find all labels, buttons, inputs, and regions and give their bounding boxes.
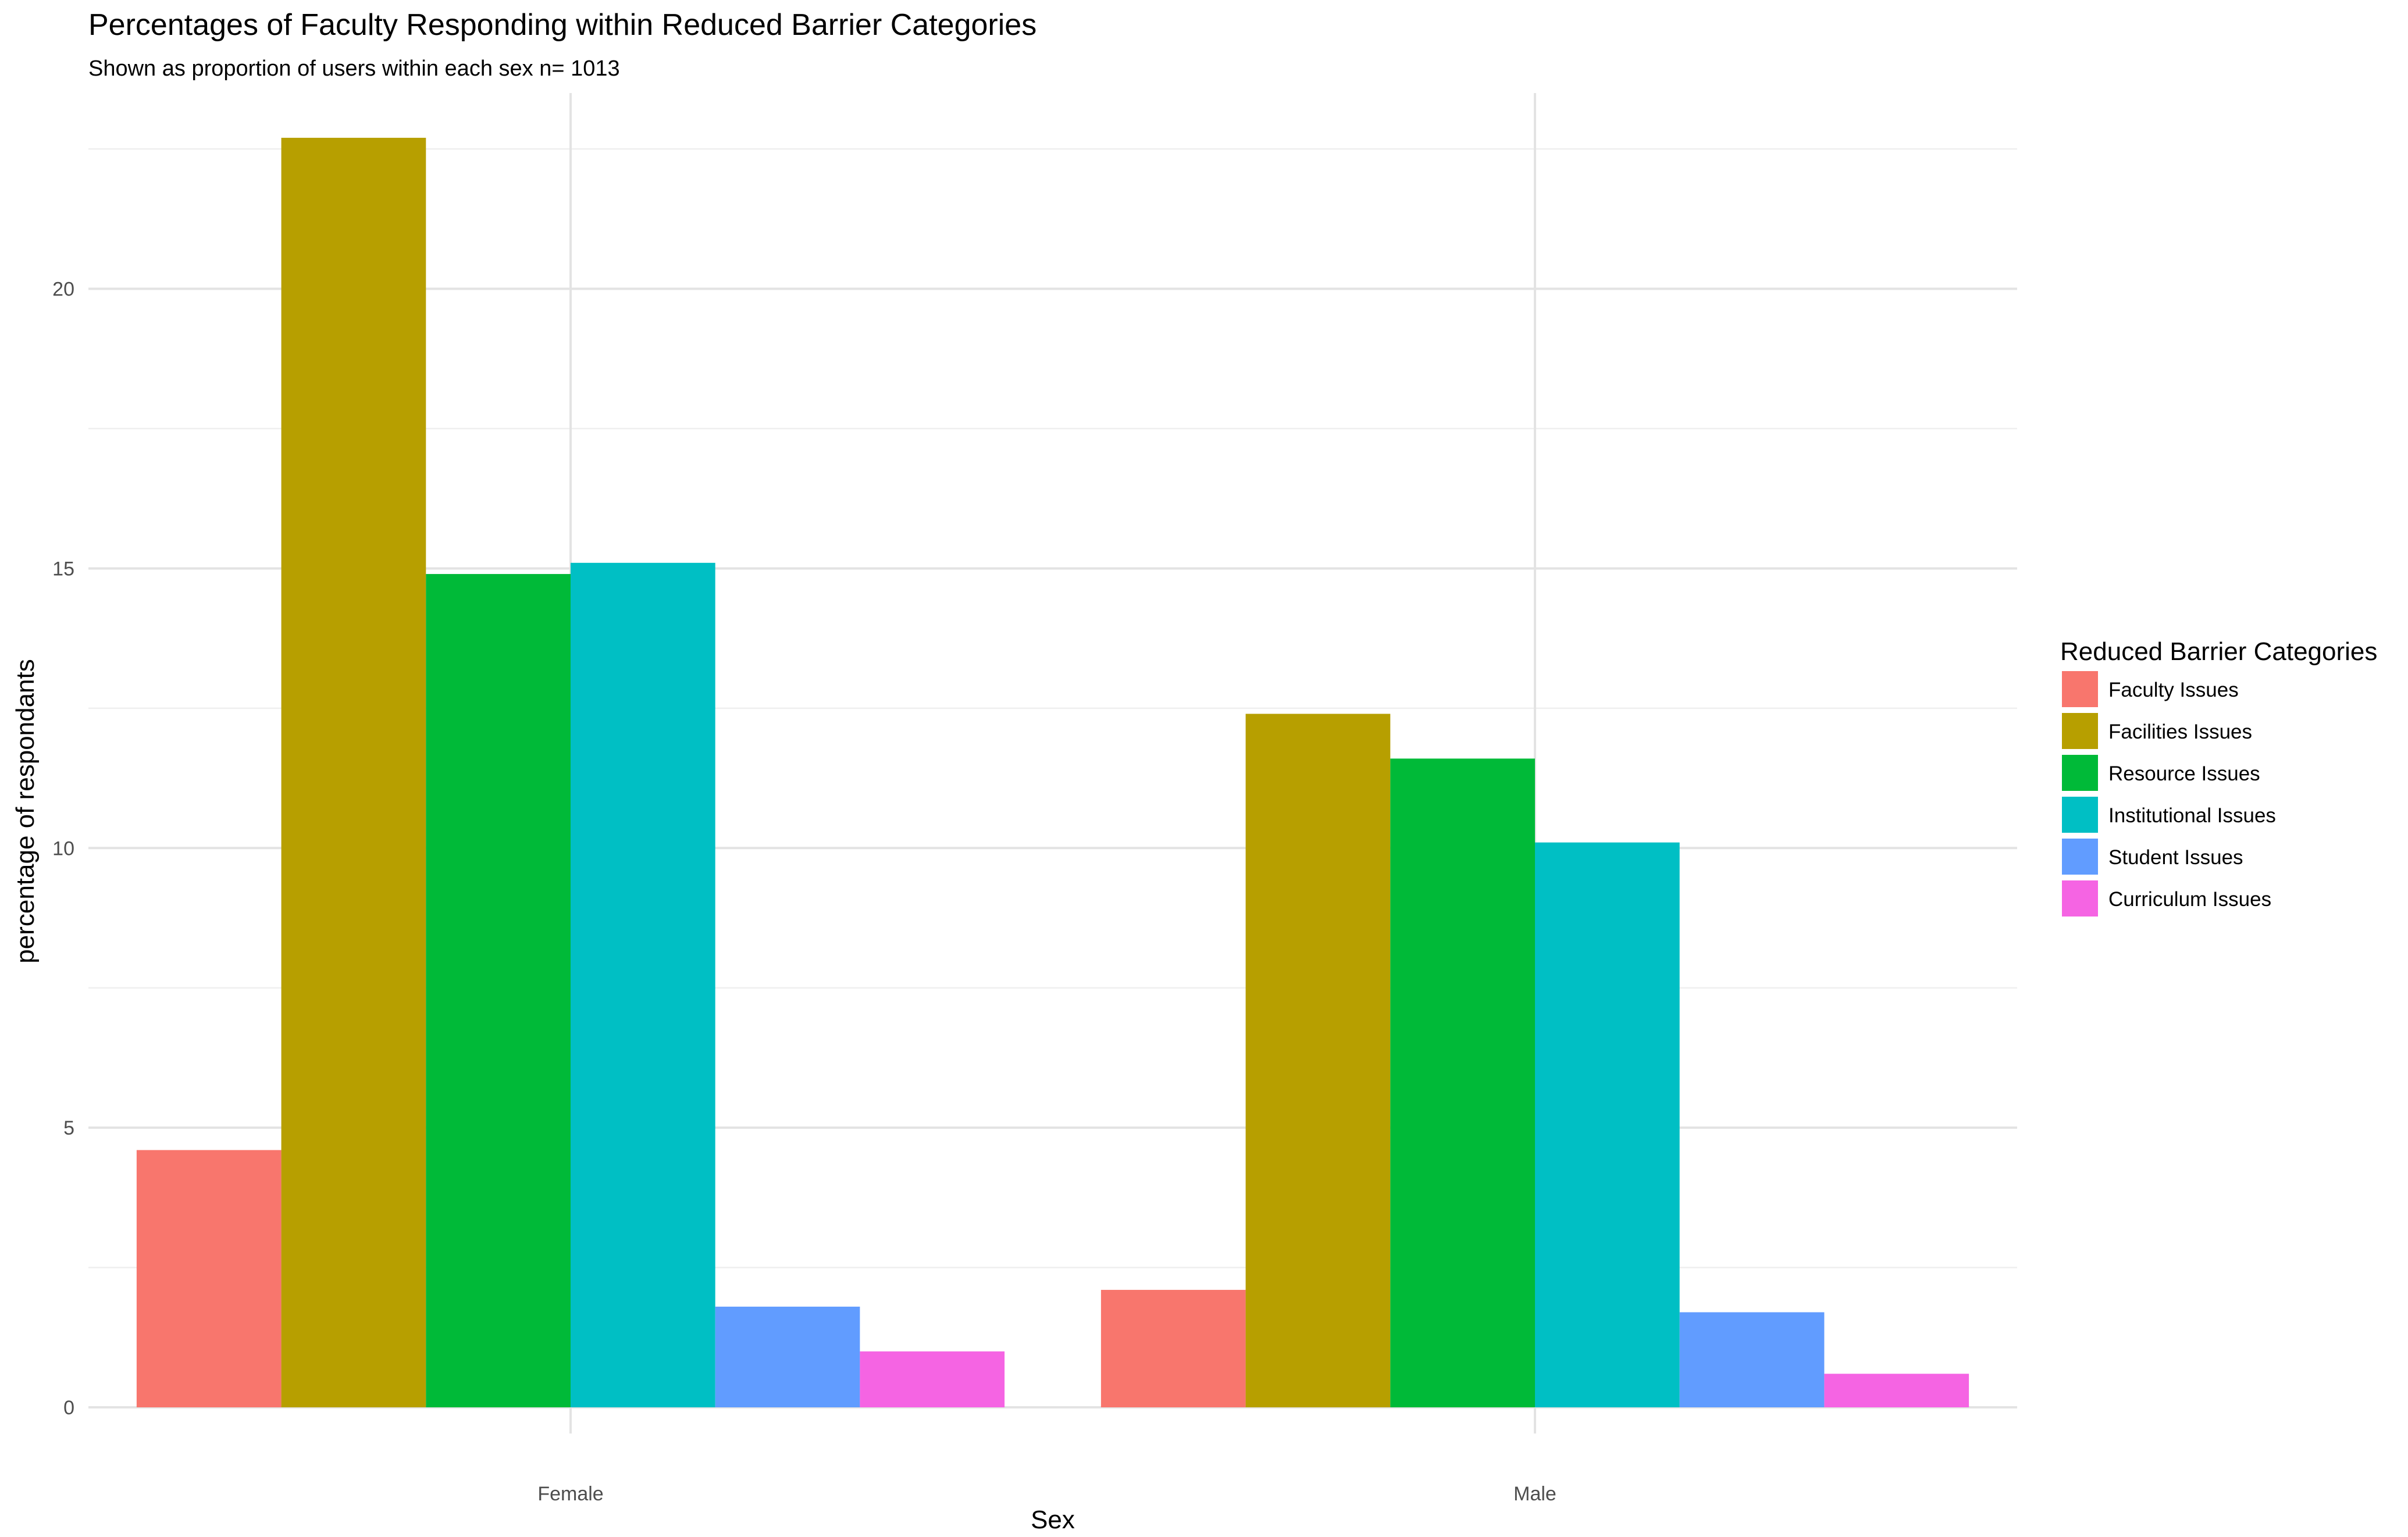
bar-male-student-issues [1679,1312,1825,1407]
bars [136,137,1969,1407]
y-tick-label: 5 [63,1117,74,1139]
legend-swatch [2062,755,2098,791]
bar-male-resource-issues [1390,758,1535,1407]
bar-female-student-issues [715,1306,860,1407]
legend-swatch [2062,713,2098,749]
bar-male-institutional-issues [1535,842,1680,1407]
x-tick-label: Female [537,1483,603,1505]
y-tick-label: 15 [52,558,74,580]
bar-male-facilities-issues [1245,714,1391,1407]
bar-female-resource-issues [426,574,571,1407]
bar-female-institutional-issues [571,562,715,1407]
x-axis-ticks: Female Male [537,1483,1556,1505]
legend-label: Institutional Issues [2108,804,2276,827]
legend-label: Student Issues [2108,846,2243,869]
bar-female-faculty-issues [136,1150,282,1407]
legend-swatch [2062,839,2098,875]
legend-label: Curriculum Issues [2108,888,2271,911]
legend: Reduced Barrier Categories Faculty Issue… [2060,637,2377,917]
y-tick-label: 10 [52,837,74,860]
y-axis-title: percentage of respondants [11,659,40,964]
legend-swatch [2062,797,2098,833]
y-tick-label: 0 [63,1397,74,1419]
legend-label: Resource Issues [2108,762,2260,785]
bar-female-facilities-issues [281,137,426,1407]
legend-title: Reduced Barrier Categories [2060,637,2377,666]
legend-label: Faculty Issues [2108,679,2239,701]
y-tick-label: 20 [52,279,74,301]
bar-male-faculty-issues [1100,1290,1246,1407]
bar-male-curriculum-issues [1824,1374,1969,1407]
y-axis-ticks: 0 5 10 15 20 [52,279,74,1419]
legend-swatch [2062,671,2098,707]
chart-title: Percentages of Faculty Responding within… [88,8,1036,42]
x-axis-title: Sex [1031,1506,1075,1534]
bar-female-curriculum-issues [860,1351,1005,1407]
legend-swatch [2062,880,2098,917]
legend-label: Facilities Issues [2108,721,2252,743]
x-tick-label: Male [1513,1483,1556,1505]
chart-subtitle: Shown as proportion of users within each… [88,56,620,81]
legend-items: Faculty Issues Facilities Issues Resource … [2062,671,2276,917]
